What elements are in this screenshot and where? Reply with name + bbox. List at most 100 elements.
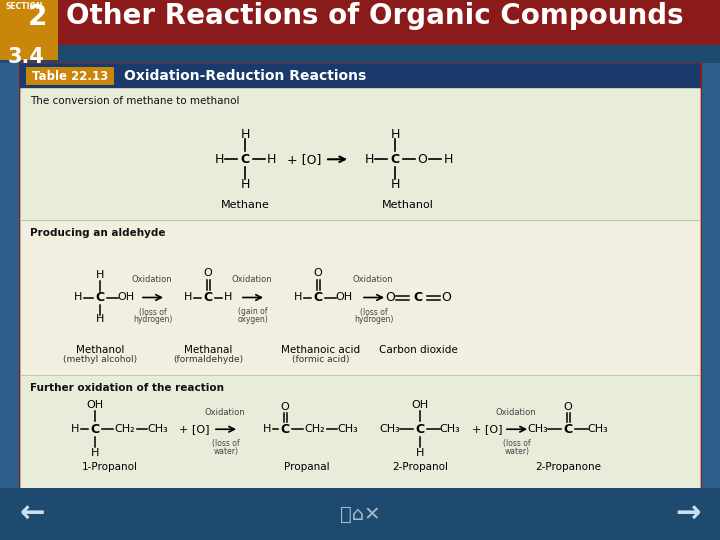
Text: Methanol: Methanol <box>382 200 434 210</box>
Text: 1-Propanol: 1-Propanol <box>82 462 138 472</box>
Bar <box>0 0 58 60</box>
Text: SECTION: SECTION <box>5 2 42 11</box>
Text: CH₃: CH₃ <box>148 424 168 434</box>
Text: Producing an aldehyde: Producing an aldehyde <box>30 228 166 238</box>
Text: CH₃: CH₃ <box>440 424 460 434</box>
Text: water): water) <box>505 447 529 456</box>
Text: O: O <box>204 268 212 279</box>
Text: O: O <box>281 402 289 412</box>
Text: H: H <box>294 293 302 302</box>
Text: The conversion of methane to methanol: The conversion of methane to methanol <box>30 96 240 106</box>
Text: H: H <box>444 153 453 166</box>
Text: H: H <box>184 293 192 302</box>
Text: Oxidation: Oxidation <box>353 275 393 285</box>
Bar <box>20 88 700 220</box>
Text: O: O <box>417 153 427 166</box>
Text: Methanol: Methanol <box>76 345 124 355</box>
Bar <box>20 64 700 488</box>
Text: O: O <box>314 268 323 279</box>
Text: OH: OH <box>411 400 428 410</box>
Text: (gain of: (gain of <box>238 307 268 316</box>
Text: + [O]: + [O] <box>472 424 503 434</box>
Text: O: O <box>441 291 451 304</box>
Text: OH: OH <box>86 400 104 410</box>
Text: ←: ← <box>19 500 45 529</box>
Text: C: C <box>564 423 572 436</box>
Text: H: H <box>240 178 250 191</box>
Text: O: O <box>564 402 572 412</box>
Text: Oxidation: Oxidation <box>204 408 246 417</box>
Text: 3.4: 3.4 <box>8 47 45 67</box>
Text: H: H <box>96 314 104 325</box>
Text: Oxidation: Oxidation <box>132 275 172 285</box>
Text: OH: OH <box>336 293 353 302</box>
Text: O: O <box>385 291 395 304</box>
Bar <box>26 67 114 85</box>
Text: Further oxidation of the reaction: Further oxidation of the reaction <box>30 383 224 393</box>
Text: H: H <box>74 293 82 302</box>
Bar <box>20 220 700 375</box>
Text: + [O]: + [O] <box>287 153 321 166</box>
Text: H: H <box>96 271 104 280</box>
Text: Oxidation: Oxidation <box>232 275 272 285</box>
Text: C: C <box>280 423 289 436</box>
Text: H: H <box>263 424 271 434</box>
Bar <box>0 488 720 540</box>
Text: water): water) <box>214 447 238 456</box>
Text: C: C <box>96 291 104 304</box>
Text: (loss of: (loss of <box>212 439 240 448</box>
Text: C: C <box>313 291 323 304</box>
Text: C: C <box>91 423 99 436</box>
Text: Oxidation: Oxidation <box>495 408 536 417</box>
Text: C: C <box>240 153 250 166</box>
Text: (formaldehyde): (formaldehyde) <box>173 355 243 364</box>
Text: C: C <box>204 291 212 304</box>
Text: (formic acid): (formic acid) <box>292 355 350 364</box>
Text: CH₃: CH₃ <box>338 424 359 434</box>
Bar <box>0 53 720 63</box>
Text: H: H <box>266 153 276 166</box>
Text: (loss of: (loss of <box>139 307 167 316</box>
Text: C: C <box>415 423 425 436</box>
Text: (methyl alcohol): (methyl alcohol) <box>63 355 137 364</box>
Text: hydrogen): hydrogen) <box>133 315 173 325</box>
Text: H: H <box>390 128 400 141</box>
Text: Table 22.13: Table 22.13 <box>32 70 108 83</box>
Bar <box>20 375 700 488</box>
Text: H: H <box>224 293 232 302</box>
Text: (loss of: (loss of <box>360 307 388 316</box>
Text: C: C <box>413 291 423 304</box>
Text: →: → <box>675 500 701 529</box>
Text: Methane: Methane <box>220 200 269 210</box>
Text: CH₃: CH₃ <box>588 424 608 434</box>
Text: 2-Propanol: 2-Propanol <box>392 462 448 472</box>
Text: H: H <box>71 424 79 434</box>
Text: oxygen): oxygen) <box>238 315 269 325</box>
Text: CH₃: CH₃ <box>379 424 400 434</box>
Text: CH₂: CH₂ <box>305 424 325 434</box>
Text: Carbon dioxide: Carbon dioxide <box>379 345 457 355</box>
Bar <box>0 0 720 45</box>
Text: 2: 2 <box>28 3 48 31</box>
Text: H: H <box>240 128 250 141</box>
Text: OH: OH <box>117 293 135 302</box>
Text: + [O]: + [O] <box>179 424 210 434</box>
Text: H: H <box>215 153 224 166</box>
Text: ⧀⌂✕: ⧀⌂✕ <box>340 504 380 523</box>
Bar <box>0 45 720 53</box>
Text: hydrogen): hydrogen) <box>354 315 394 325</box>
Text: H: H <box>390 178 400 191</box>
Text: Oxidation-Reduction Reactions: Oxidation-Reduction Reactions <box>124 69 366 83</box>
Text: H: H <box>416 448 424 458</box>
Text: H: H <box>364 153 374 166</box>
Text: Methanal: Methanal <box>184 345 232 355</box>
Text: CH₃: CH₃ <box>528 424 549 434</box>
Text: (loss of: (loss of <box>503 439 531 448</box>
Text: Propanal: Propanal <box>284 462 330 472</box>
Bar <box>20 64 700 88</box>
Text: C: C <box>390 153 400 166</box>
Text: CH₂: CH₂ <box>114 424 135 434</box>
Text: 2-Propanone: 2-Propanone <box>535 462 601 472</box>
Text: H: H <box>91 448 99 458</box>
Text: Other Reactions of Organic Compounds: Other Reactions of Organic Compounds <box>66 2 683 30</box>
